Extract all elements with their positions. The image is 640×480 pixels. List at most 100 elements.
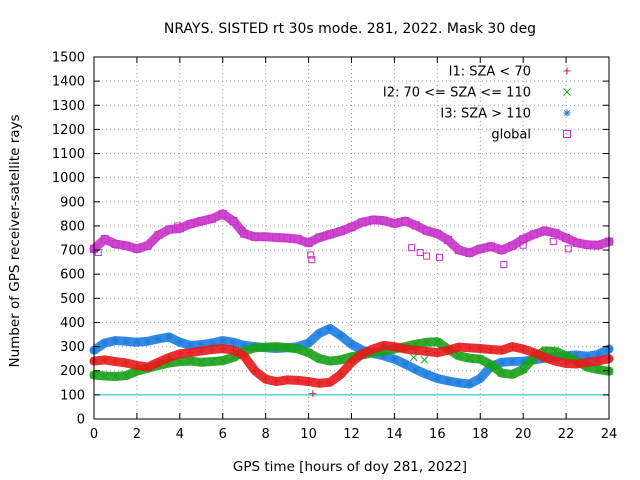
y-tick-label: 600 [60,268,85,283]
data-point [175,224,184,233]
data-point [465,248,474,257]
data-point [122,337,130,345]
data-point [144,337,152,345]
outlier-point [94,248,102,256]
legend-label: I3: SZA > 110 [440,107,531,122]
data-point [337,332,345,340]
x-tick-label: 0 [90,427,98,442]
data-point [562,359,570,367]
data-point [165,225,174,234]
data-point [101,339,109,347]
data-point [111,337,119,345]
data-point [101,356,109,364]
legend-marker [563,109,571,117]
outlier-point [320,233,328,241]
data-point [530,349,538,357]
x-tick-label: 6 [219,427,227,442]
y-tick-label: 1200 [52,123,85,138]
data-point [294,345,302,353]
legend-label: I2: 70 <= SZA <= 110 [383,86,531,101]
data-point [455,379,463,387]
data-point [476,374,484,382]
data-point [519,365,528,374]
data-point [100,235,109,244]
legend-marker [563,67,571,75]
data-point [122,241,131,250]
y-tick-label: 400 [60,316,85,331]
legend-item-global: global [491,128,571,143]
data-point [197,217,206,226]
data-point [584,352,592,360]
x-tick-label: 2 [133,427,141,442]
data-point [508,343,516,351]
data-point [466,344,474,352]
data-point [229,338,237,346]
data-point [251,367,259,375]
data-point [358,350,366,358]
legend-item-i2-70-sza-110: I2: 70 <= SZA <= 110 [383,86,571,101]
data-point [465,354,474,363]
data-point [187,349,195,357]
data-point [272,342,281,351]
data-point [262,375,270,383]
data-point [154,231,163,240]
data-point [229,217,238,226]
data-point [551,229,560,238]
data-point [337,370,345,378]
y-tick-label: 1000 [52,171,85,186]
outlier-point [549,238,557,246]
data-point [519,345,527,353]
data-point [379,216,388,225]
data-point [165,353,173,361]
data-point [412,366,420,374]
data-point [165,333,173,341]
data-point [283,234,292,242]
data-point [487,360,495,369]
data-point [594,357,602,365]
data-point [111,372,120,381]
series-layer [89,209,614,398]
data-point [176,338,184,346]
y-tick-label: 100 [60,388,85,403]
data-point [240,352,248,360]
data-point [305,378,313,386]
data-point [422,338,431,347]
data-point [315,233,324,242]
y-tick-label: 200 [60,364,85,379]
data-point [401,217,410,226]
data-point [594,365,603,374]
data-point [476,244,485,253]
y-tick-label: 0 [77,413,85,428]
data-point [251,343,259,352]
data-point [208,214,217,223]
data-point [444,377,452,385]
x-tick-label: 16 [429,427,446,442]
legend-item-i3-sza-110: I3: SZA > 110 [440,107,571,122]
data-point [250,232,259,241]
data-point [348,358,355,366]
data-point [369,345,377,353]
data-point [562,351,570,360]
data-point [283,343,291,352]
legend: I1: SZA < 70 I2: 70 <= SZA <= 110 I3: SZA … [383,65,571,143]
data-point [348,340,355,348]
y-tick-label: 1300 [52,99,85,114]
data-point [208,345,216,353]
x-tick-label: 22 [558,427,575,442]
data-point [422,226,431,235]
data-point [133,338,141,346]
legend-item-i1-sza-70: I1: SZA < 70 [449,65,571,80]
data-point [218,356,227,365]
data-point [315,329,323,337]
y-tick-label: 800 [60,219,85,234]
legend-label: I1: SZA < 70 [449,65,531,80]
data-point [100,372,109,380]
annotation-point [309,390,317,398]
data-point [487,345,495,353]
data-point [186,357,195,365]
data-point [401,345,409,353]
x-tick-label: 8 [262,427,270,442]
data-point [433,349,441,357]
data-point [133,361,141,369]
